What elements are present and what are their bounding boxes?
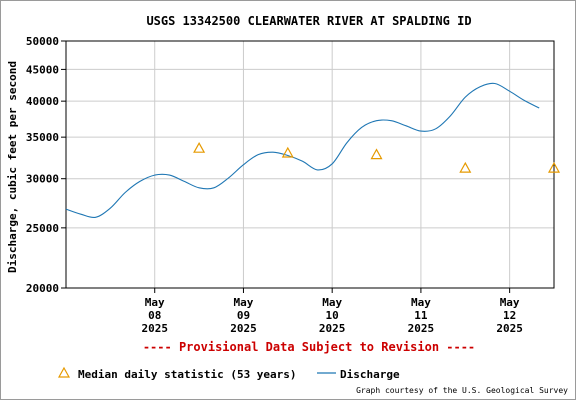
x-axis: May082025May092025May102025May112025May1…	[141, 288, 523, 335]
y-tick-label: 30000	[26, 173, 59, 186]
y-tick-label: 40000	[26, 95, 59, 108]
x-tick-label: 2025	[141, 322, 168, 335]
grid-lines	[66, 40, 554, 289]
y-tick-label: 35000	[26, 131, 59, 144]
plot-area-border	[65, 40, 555, 289]
legend-triangle-icon	[57, 366, 71, 378]
credit-text: Graph courtesy of the U.S. Geological Su…	[356, 386, 568, 395]
median-marker	[281, 146, 294, 158]
x-tick-label: 10	[326, 309, 339, 322]
y-tick-label: 50000	[26, 35, 59, 48]
legend-label-median: Median daily statistic (53 years)	[78, 368, 297, 381]
x-tick-label: 2025	[230, 322, 257, 335]
x-tick-label: 09	[237, 309, 250, 322]
x-tick-label: May	[234, 296, 254, 309]
x-tick-label: May	[322, 296, 342, 309]
x-tick-label: May	[500, 296, 520, 309]
x-tick-label: 2025	[496, 322, 523, 335]
provisional-note: ---- Provisional Data Subject to Revisio…	[143, 340, 475, 354]
x-tick-label: 11	[414, 309, 428, 322]
y-axis-label: Discharge, cubic feet per second	[6, 61, 19, 273]
y-tick-label: 20000	[26, 282, 59, 295]
median-marker	[547, 161, 561, 173]
x-tick-label: 08	[148, 309, 161, 322]
x-tick-label: 2025	[319, 322, 346, 335]
x-tick-label: May	[411, 296, 431, 309]
y-axis: 20000 25000 30000 35000 40000 45000 50000	[26, 35, 66, 295]
legend: Median daily statistic (53 years) Discha…	[57, 366, 400, 381]
legend-label-discharge: Discharge	[340, 368, 400, 381]
series-layer	[65, 82, 561, 219]
y-tick-label: 45000	[26, 63, 59, 76]
y-tick-label: 25000	[26, 222, 59, 235]
x-tick-label: May	[145, 296, 165, 309]
chart-title: USGS 13342500 CLEARWATER RIVER AT SPALDI…	[146, 14, 471, 28]
discharge-line	[65, 82, 540, 219]
x-tick-label: 12	[503, 309, 516, 322]
x-tick-label: 2025	[408, 322, 435, 335]
median-marker	[193, 141, 206, 153]
median-marker	[459, 161, 472, 173]
median-marker	[370, 148, 383, 160]
